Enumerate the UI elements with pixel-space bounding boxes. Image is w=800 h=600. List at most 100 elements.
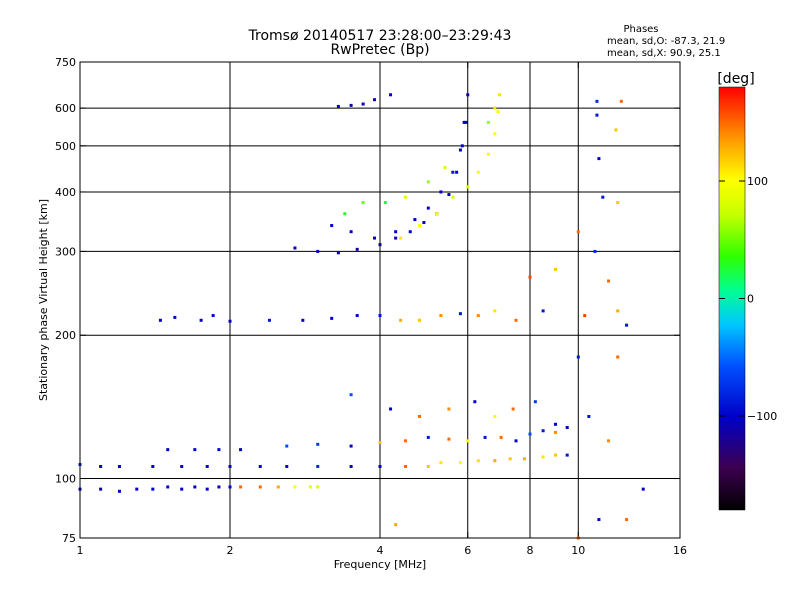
data-point: [361, 201, 365, 205]
data-point: [493, 106, 497, 110]
data-point: [541, 455, 545, 459]
data-point: [455, 170, 459, 174]
data-point: [616, 355, 620, 359]
data-point: [349, 103, 353, 107]
data-point: [641, 487, 645, 491]
data-point: [316, 442, 320, 446]
data-point: [458, 461, 462, 465]
data-point: [205, 464, 209, 468]
data-point: [349, 464, 353, 468]
data-point: [403, 195, 407, 199]
phases-title: Phases: [623, 24, 658, 35]
data-point: [151, 487, 155, 491]
y-axis-label: Stationary phase Virtual Height [km]: [37, 199, 50, 401]
data-point: [607, 439, 611, 443]
data-point: [285, 464, 289, 468]
data-point: [378, 441, 382, 445]
x-tick-label: 16: [673, 544, 687, 557]
data-point: [493, 132, 497, 136]
data-point: [151, 464, 155, 468]
series-group: [78, 463, 430, 468]
colorbar-tick-label: −100: [747, 410, 777, 423]
data-point: [553, 422, 557, 426]
data-point: [496, 110, 500, 114]
series-group: [336, 93, 393, 108]
data-point: [541, 309, 545, 313]
data-point: [458, 148, 462, 152]
y-tick-label: 600: [55, 102, 76, 115]
data-point: [493, 459, 497, 463]
series-group: [166, 425, 569, 452]
data-point: [239, 485, 243, 489]
data-point: [417, 224, 421, 228]
data-point: [239, 448, 243, 452]
colorbar-ticks: 100 0 −100: [719, 175, 777, 423]
data-point: [439, 461, 443, 465]
data-point: [394, 236, 398, 240]
data-point: [514, 318, 518, 322]
data-point: [193, 485, 197, 489]
data-point: [373, 98, 377, 102]
data-point: [316, 249, 320, 253]
series-group: [158, 309, 620, 323]
data-point: [403, 439, 407, 443]
data-point: [439, 190, 443, 194]
data-point: [553, 430, 557, 434]
data-point: [426, 206, 430, 210]
data-point: [486, 120, 490, 124]
data-point: [587, 414, 591, 418]
data-point: [483, 435, 487, 439]
data-point: [383, 201, 387, 205]
series-group: [78, 485, 232, 493]
data-point: [462, 120, 466, 124]
data-point: [533, 400, 537, 404]
data-point: [173, 315, 177, 319]
data-point: [426, 464, 430, 468]
data-point: [426, 435, 430, 439]
y-tick-label: 750: [55, 56, 76, 69]
data-point: [258, 485, 262, 489]
data-point: [301, 318, 305, 322]
series-group: [394, 487, 645, 540]
data-point: [316, 464, 320, 468]
data-point: [117, 489, 121, 493]
data-point: [211, 314, 215, 318]
data-point: [583, 314, 587, 318]
data-point: [330, 316, 334, 320]
data-point: [293, 485, 297, 489]
data-point: [228, 485, 232, 489]
series-group: [330, 120, 466, 240]
colorbar-label: [deg]: [717, 71, 754, 87]
data-point: [285, 444, 289, 448]
data-point: [486, 152, 490, 156]
data-point: [399, 236, 403, 240]
data-point: [426, 180, 430, 184]
data-point: [458, 312, 462, 316]
data-point: [361, 102, 365, 106]
data-point: [343, 212, 347, 216]
data-point: [493, 309, 497, 313]
data-point: [597, 518, 601, 522]
data-point: [595, 113, 599, 117]
data-point: [417, 414, 421, 418]
y-tick-label: 75: [62, 532, 76, 545]
series-group: [399, 93, 502, 240]
data-point: [619, 99, 623, 103]
y-tick-label: 300: [55, 245, 76, 258]
data-point: [625, 323, 629, 327]
data-point: [355, 314, 359, 318]
data-point: [217, 485, 221, 489]
series-group: [239, 485, 320, 489]
data-point: [593, 249, 597, 253]
data-point: [511, 407, 515, 411]
series-group: [349, 393, 611, 443]
data-point: [616, 309, 620, 313]
data-point: [258, 464, 262, 468]
data-point: [135, 487, 139, 491]
plot-area: 1 2 4 6 8 10 16 75 100 200 300 400 500 600 750: [55, 56, 687, 557]
data-point: [451, 195, 455, 199]
chart-subtitle: RwPretec (Bp): [330, 42, 429, 58]
data-point: [330, 224, 334, 228]
series-group: [528, 99, 629, 359]
data-point: [349, 393, 353, 397]
